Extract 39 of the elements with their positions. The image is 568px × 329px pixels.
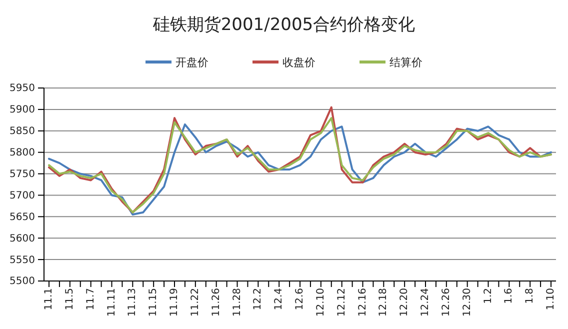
x-tick-label: 1.10	[546, 288, 556, 310]
x-tick-label: 12.24	[420, 288, 431, 317]
y-tick-label: 5900	[10, 104, 35, 116]
y-tick-label: 5700	[10, 190, 35, 202]
x-tick-label: 12.18	[378, 288, 390, 317]
legend-label: 结算价	[390, 56, 422, 69]
legend-label: 开盘价	[176, 56, 208, 69]
x-tick-label: 11.5	[64, 288, 76, 310]
x-tick-label: 12.20	[399, 288, 410, 317]
x-tick-label: 12.4	[274, 288, 285, 310]
x-tick-label: 11.1	[44, 288, 54, 310]
y-tick-label: 5650	[10, 212, 35, 223]
x-tick-label: 12.6	[294, 288, 306, 310]
legend-label: 收盘价	[282, 56, 316, 69]
chart-title: 硅铁期货2001/2005合约价格变化	[152, 15, 416, 35]
y-tick-label: 5600	[10, 233, 35, 244]
x-tick-label: 11.13	[127, 288, 138, 317]
y-tick-label: 5850	[10, 126, 35, 138]
y-tick-label: 5550	[10, 254, 35, 266]
x-tick-label: 12.30	[462, 288, 473, 317]
x-tick-label: 11.28	[232, 288, 243, 317]
x-tick-label: 12.16	[357, 288, 368, 317]
x-tick-label: 1.2	[482, 288, 494, 304]
y-tick-label: 5750	[10, 168, 35, 180]
x-tick-label: 11.15	[148, 288, 160, 317]
y-tick-label: 5500	[10, 276, 35, 288]
x-tick-label: 11.26	[210, 288, 222, 317]
x-tick-label: 12.12	[336, 288, 348, 317]
x-tick-label: 11.22	[190, 288, 201, 317]
x-tick-label: 12.10	[315, 288, 326, 317]
y-tick-label: 5800	[10, 148, 35, 159]
x-tick-label: 11.19	[169, 288, 180, 317]
y-tick-label: 5950	[10, 83, 35, 94]
x-tick-label: 1.8	[524, 288, 536, 304]
x-tick-label: 11.7	[85, 288, 96, 310]
x-tick-label: 12.26	[440, 288, 452, 317]
x-tick-label: 12.2	[252, 288, 264, 310]
x-tick-label: 11.11	[106, 288, 118, 317]
x-tick-label: 1.6	[504, 288, 515, 304]
